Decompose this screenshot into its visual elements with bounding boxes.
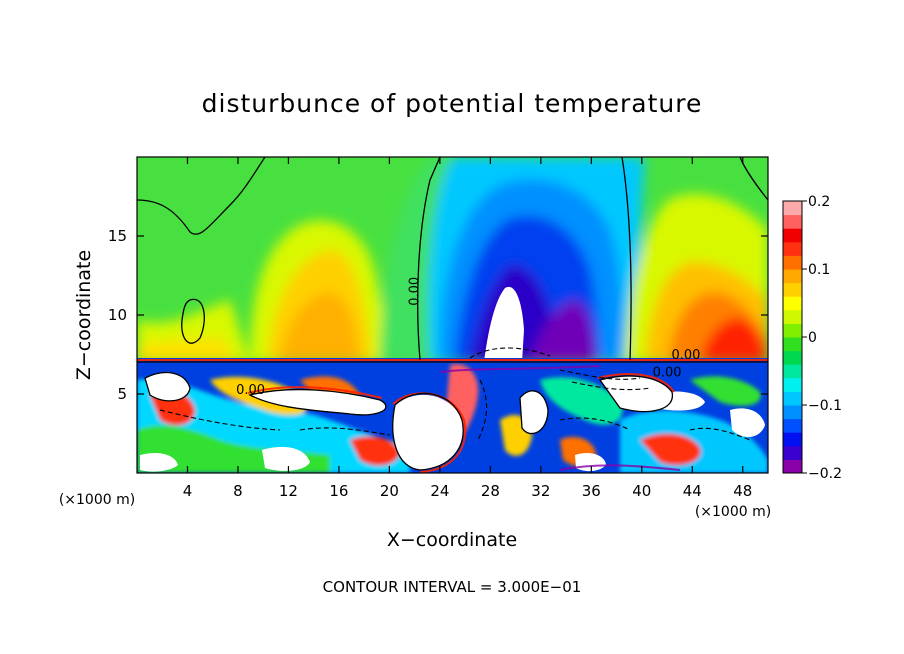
colorbar-segment: [783, 377, 802, 392]
colorbar-tick-label: −0.1: [808, 398, 842, 414]
x-tick-label: 8: [233, 482, 243, 500]
lower-field: [137, 358, 768, 473]
colorbar-segment: [783, 364, 802, 379]
colorbar-segment: [783, 309, 802, 324]
colorbar-tick-label: 0.2: [808, 194, 830, 210]
y-tick-label: 5: [117, 385, 127, 403]
plot-area: 0.00 0.00 0.00 0.00: [136, 156, 769, 474]
colorbar-segment: [783, 255, 802, 270]
dashed-contours: [159, 347, 751, 441]
upper-field: [137, 157, 768, 362]
colorbar-segment: [783, 337, 802, 352]
colorbar-segment: [783, 350, 802, 365]
colorbar-segment: [783, 228, 802, 243]
x-tick-label: 44: [683, 482, 702, 500]
colorbar-segment: [783, 269, 802, 284]
colorbar-segment: [783, 405, 802, 420]
contour-interval-note: CONTOUR INTERVAL = 3.000E−01: [323, 578, 582, 596]
x-tick-label: 12: [279, 482, 298, 500]
x-tick-label: 36: [582, 482, 601, 500]
x-tick-label: 24: [430, 482, 449, 500]
y-axis: 5 10 15: [108, 227, 768, 403]
colorbar: 0.2 0.1 0 −0.1 −0.2: [782, 194, 842, 482]
x-tick-label: 20: [380, 482, 399, 500]
x-tick-label: 16: [329, 482, 348, 500]
colorbar-segment: [783, 391, 802, 406]
y-tick-label: 15: [108, 227, 127, 245]
contour-label: 0.00: [671, 348, 700, 363]
y-tick-label: 10: [108, 306, 127, 324]
chart-title: disturbunce of potential temperature: [202, 89, 703, 118]
colorbar-segment: [783, 445, 802, 460]
y-axis-label: Z−coordinate: [73, 250, 95, 380]
colorbar-segment: [783, 214, 802, 229]
x-tick-label: 48: [733, 482, 752, 500]
x-tick-label: 4: [183, 482, 193, 500]
contour-label: 0.00: [236, 383, 265, 398]
x-unit-right: (×1000 m): [695, 504, 771, 520]
x-tick-label: 32: [531, 482, 550, 500]
colorbar-segment: [783, 296, 802, 311]
x-axis: 4 8 12 16 20 24 28 32 36 40 44 48: [183, 157, 752, 500]
colorbar-segment: [783, 282, 802, 297]
contour-label: 0.00: [653, 366, 682, 381]
x-tick-label: 28: [481, 482, 500, 500]
colorbar-tick-label: 0: [808, 330, 817, 346]
colorbar-segment: [783, 459, 802, 474]
colorbar-segment: [783, 201, 802, 216]
contour-lines: [137, 157, 768, 471]
x-tick-label: 40: [632, 482, 651, 500]
contour-label: 0.00: [407, 277, 422, 306]
colorbar-tick-label: −0.2: [808, 466, 842, 482]
x-axis-label: X−coordinate: [387, 529, 517, 551]
colorbar-tick-label: 0.1: [808, 262, 830, 278]
colorbar-segment: [783, 432, 802, 447]
colorbar-segment: [783, 418, 802, 433]
x-unit-left: (×1000 m): [59, 492, 135, 508]
colorbar-segment: [783, 323, 802, 338]
colorbar-segment: [783, 241, 802, 256]
